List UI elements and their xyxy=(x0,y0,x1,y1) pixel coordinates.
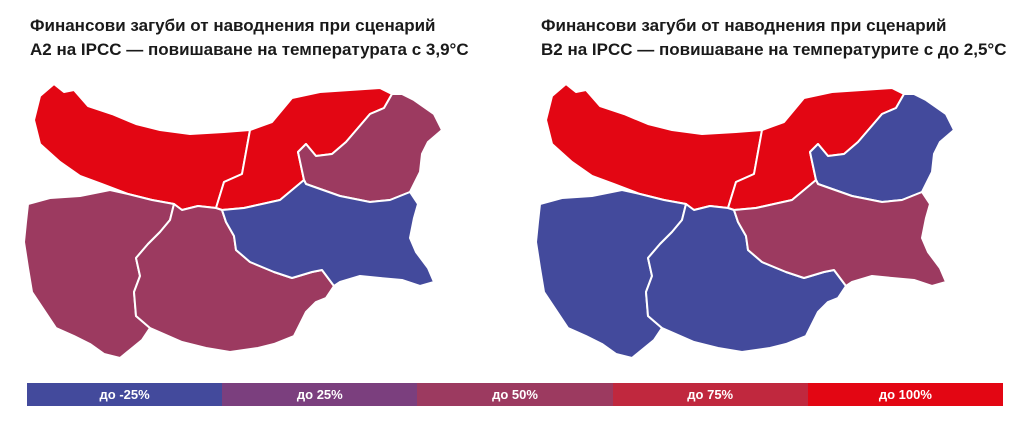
map-title-a2: Финансови загуби от наводнения при сцена… xyxy=(30,14,469,62)
title-line-2: B2 на IPCC — повишаване на температурите… xyxy=(541,40,1007,59)
bulgaria-map-a2 xyxy=(23,83,443,359)
title-line-2: A2 на IPCC — повишаване на температурата… xyxy=(30,40,469,59)
legend-item-minus-25: до -25% xyxy=(27,383,223,406)
title-line-1: Финансови загуби от наводнения при сцена… xyxy=(30,16,436,35)
legend-item-25: до 25% xyxy=(222,383,418,406)
legend-item-100: до 100% xyxy=(807,383,1004,406)
region-southeast xyxy=(221,179,435,287)
legend-item-50: до 50% xyxy=(417,383,613,406)
bulgaria-map-b2 xyxy=(535,83,955,359)
map-title-b2: Финансови загуби от наводнения при сцена… xyxy=(541,14,1007,62)
title-line-1: Финансови загуби от наводнения при сцена… xyxy=(541,16,947,35)
legend-item-75: до 75% xyxy=(612,383,808,406)
region-southeast xyxy=(733,179,947,287)
region-northwest xyxy=(33,83,251,211)
legend: до -25% до 25% до 50% до 75% до 100% xyxy=(27,383,1004,406)
region-northwest xyxy=(545,83,763,211)
